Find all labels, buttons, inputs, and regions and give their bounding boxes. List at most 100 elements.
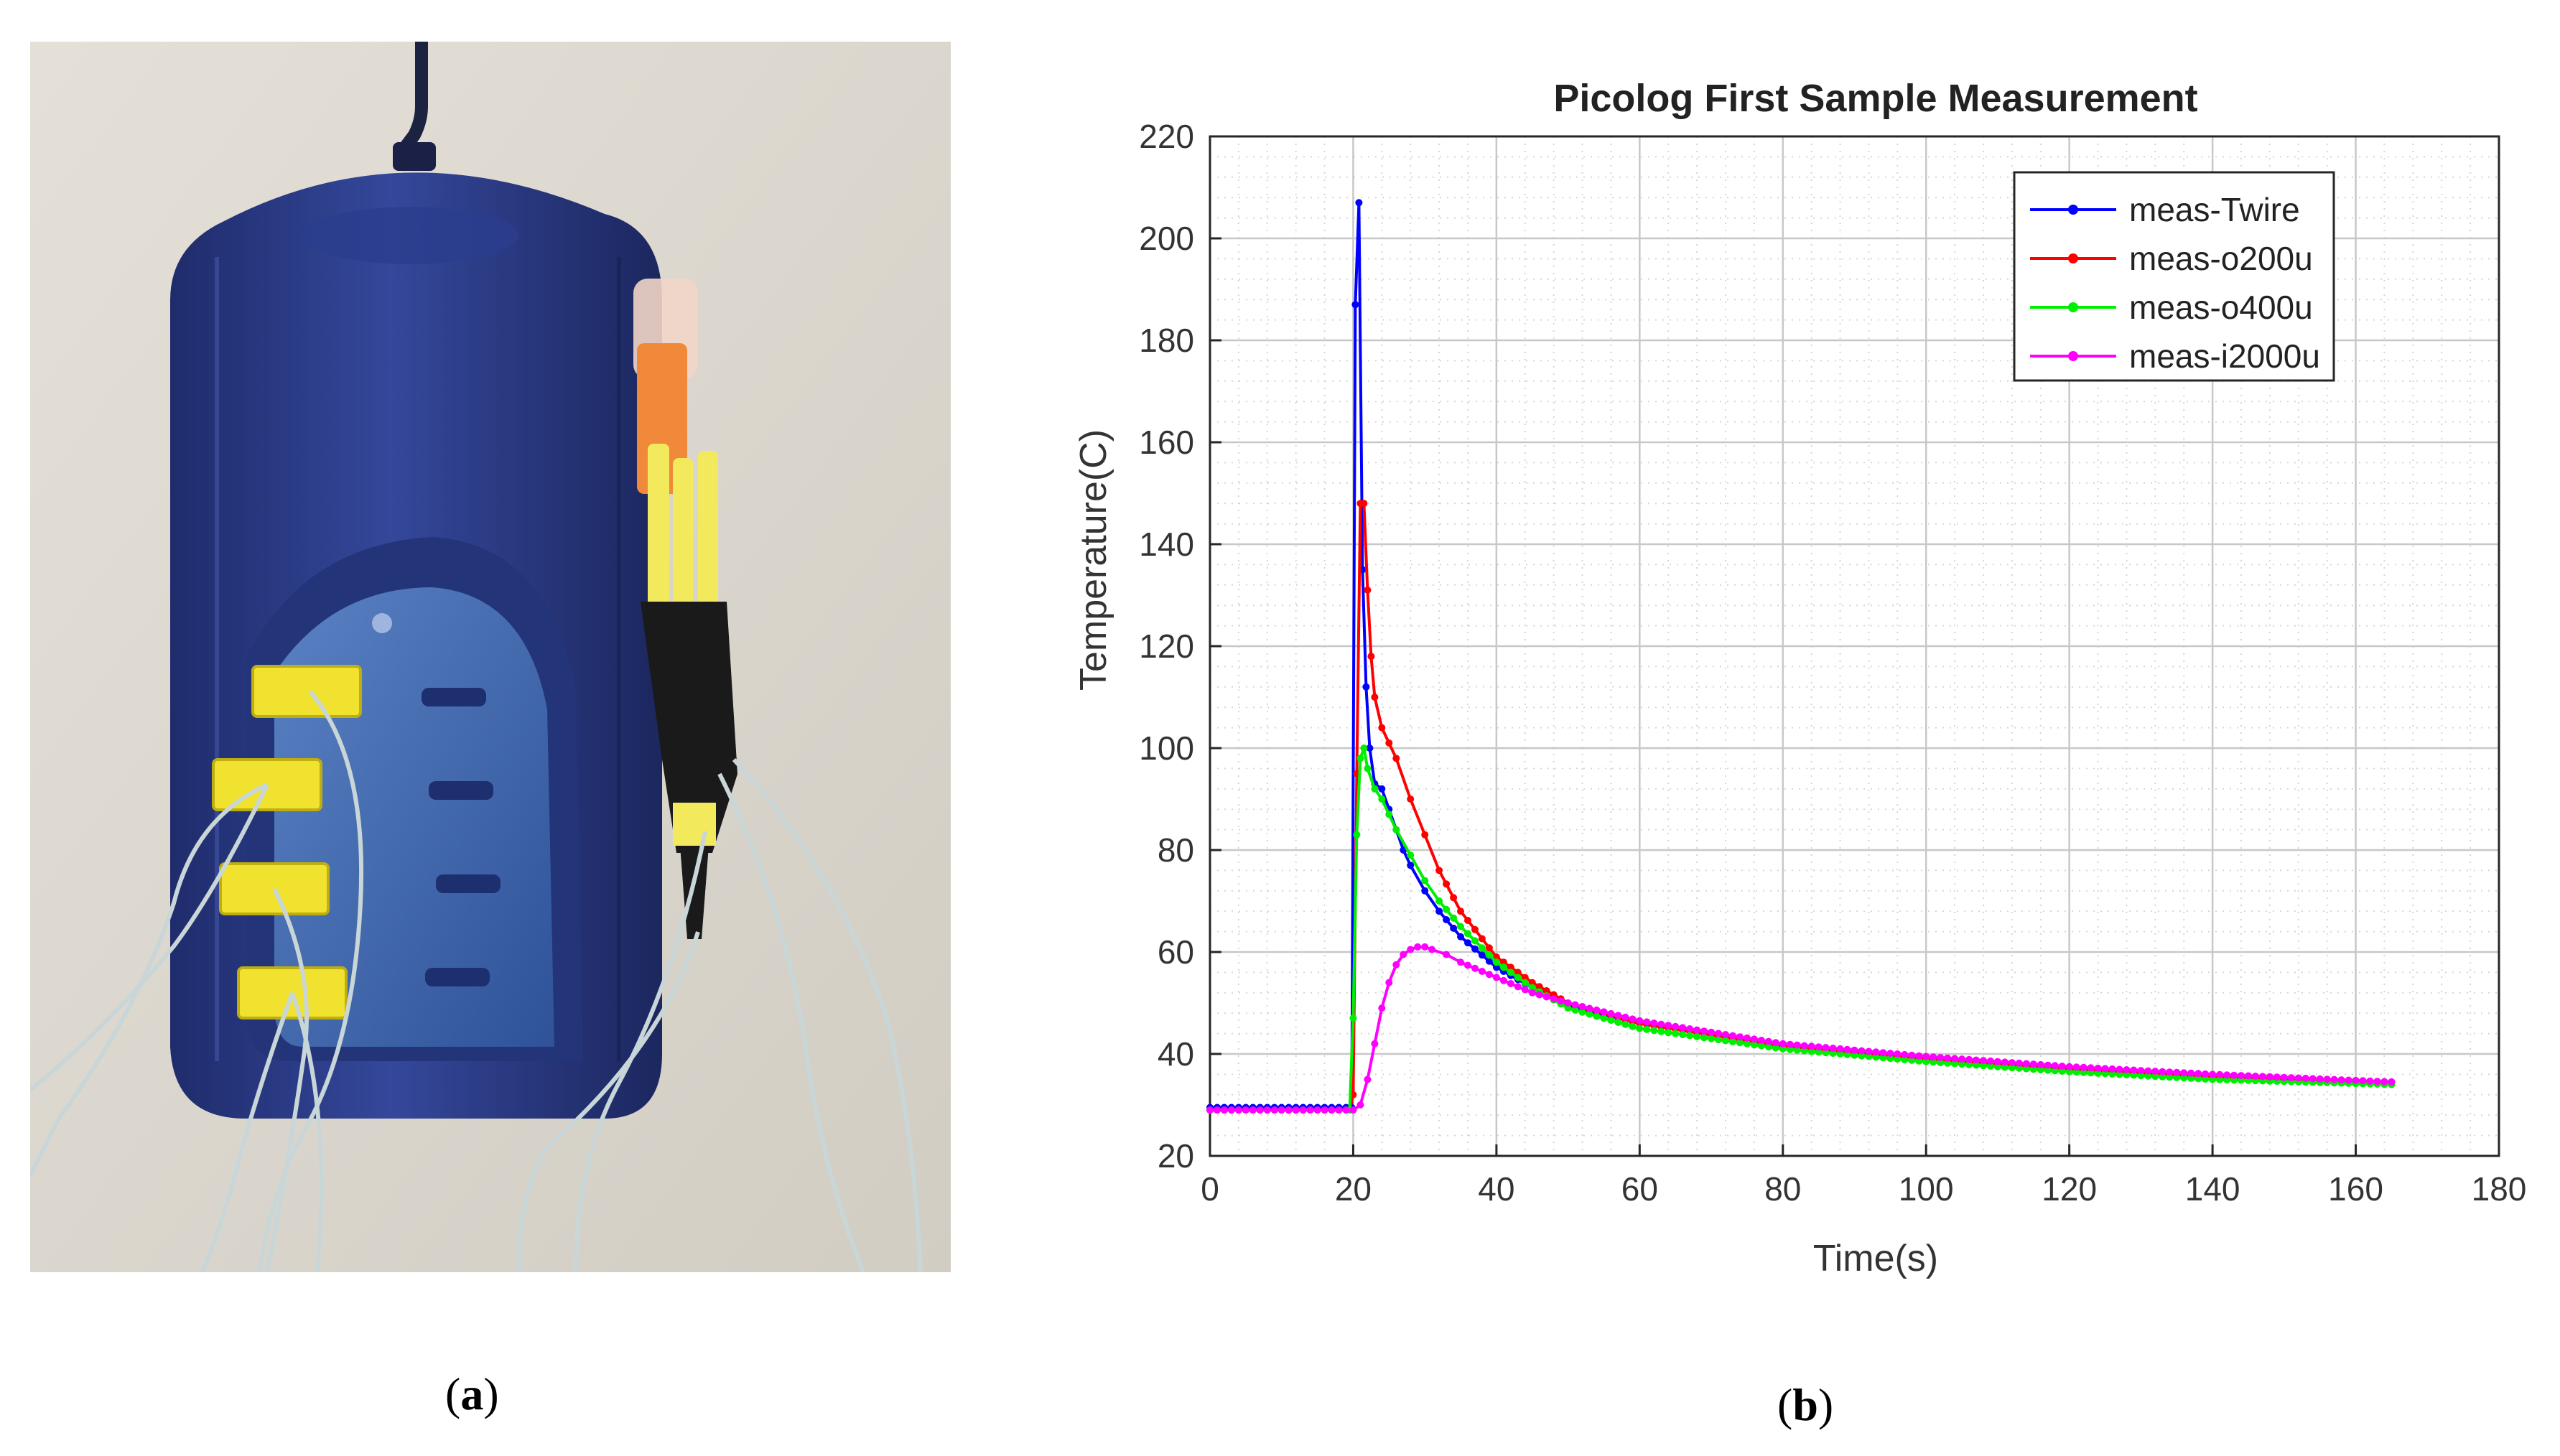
data-point [1743,1040,1751,1047]
data-point [1360,745,1368,752]
data-point [2087,1064,2095,1072]
data-point [1366,745,1374,752]
data-point [1443,951,1451,958]
data-point [1987,1057,1994,1065]
data-point [1521,986,1529,994]
data-point [1457,907,1464,915]
data-point [1485,957,1493,965]
data-point [2072,1068,2080,1076]
data-point [1836,1050,1844,1058]
data-point [1457,958,1464,966]
data-point [1306,1106,1314,1114]
data-point [2251,1073,2259,1080]
data-point [1220,1106,1228,1114]
data-point [1507,969,1514,976]
data-point [1800,1042,1808,1050]
data-point [1206,1106,1214,1114]
data-point [1407,862,1415,869]
data-point [1729,1038,1736,1045]
data-point [1715,1030,1722,1037]
legend-label: meas-Twire [2129,191,2300,228]
series-meas-i2000u [1206,943,2396,1114]
data-point [1779,1040,1787,1047]
data-point [1879,1049,1887,1057]
data-point [1277,1106,1285,1114]
data-point [2202,1070,2210,1078]
data-point [1586,1010,1593,1018]
data-point [1643,1018,1651,1026]
data-point [1987,1063,1994,1070]
x-tick-label: 160 [2328,1170,2383,1208]
data-point [1757,1037,1765,1044]
temperature-chart: 0 20 40 60 80 100 120 140 160 1802040608010012014… [1073,77,2526,1279]
data-point [2044,1066,2052,1074]
caption-b-letter: b [1792,1379,1818,1430]
data-point [2388,1078,2396,1086]
data-point [1930,1053,1937,1061]
data-point [2345,1076,2352,1084]
data-point [2194,1075,2202,1083]
data-point [1822,1044,1830,1052]
data-point [2301,1074,2309,1082]
data-point [1908,1051,1916,1059]
data-point [1665,1022,1672,1030]
caption-b: (b) [1777,1379,1834,1430]
x-tick-label: 20 [1335,1170,1372,1208]
data-point [1371,785,1379,793]
data-point [1836,1045,1844,1053]
data-point [1621,1020,1629,1028]
data-point [1514,969,1522,976]
data-point [1578,1008,1586,1016]
data-point [2151,1073,2159,1081]
data-point [2258,1073,2266,1081]
data-point [1822,1049,1830,1057]
data-point [1521,979,1529,986]
data-point [1722,1031,1729,1038]
x-tick-label: 180 [2472,1170,2527,1208]
data-point [1865,1047,1873,1055]
data-point [2230,1071,2238,1079]
data-point [2366,1077,2374,1085]
data-point [1471,937,1479,945]
data-point [1621,1013,1629,1021]
data-point [1614,1019,1622,1026]
thermocouple-wires [28,690,364,1274]
data-point [1686,1025,1694,1032]
data-point [1872,1053,1880,1061]
data-point [1629,1015,1637,1023]
x-tick-label: 60 [1621,1170,1658,1208]
data-point [2173,1068,2181,1076]
data-point [1360,500,1368,508]
data-point [1679,1024,1687,1032]
data-point [1450,914,1458,922]
data-point [2330,1075,2338,1083]
y-tick-label: 200 [1139,220,1194,257]
data-point [1886,1055,1894,1063]
data-point [1722,1037,1729,1045]
data-point [1807,1047,1815,1055]
legend-item: meas-o400u [2030,289,2313,326]
data-point [1421,877,1429,885]
legend: meas-Twire meas-o200u meas-o400u meas-i2000… [2013,171,2335,382]
legend-label: meas-o200u [2129,240,2313,277]
y-tick-label: 40 [1158,1035,1194,1073]
data-point [1908,1056,1916,1064]
data-point [1514,983,1522,991]
axes: 0 20 40 60 80 100 120 140 160 1802040608010012014… [1139,118,2526,1208]
data-point [1443,880,1451,888]
data-point [2280,1073,2288,1081]
data-point [2015,1059,2023,1067]
data-point [2130,1071,2138,1079]
data-point [1564,999,1572,1007]
data-point [1478,968,1486,975]
data-point [1600,1014,1608,1022]
data-point [2194,1070,2202,1078]
data-point [2209,1070,2217,1078]
data-point [1464,939,1471,947]
status-led [372,613,392,633]
data-point [1392,755,1400,762]
data-point [1636,1025,1644,1032]
data-point [1328,1106,1336,1114]
data-point [2058,1068,2066,1075]
data-point [1650,1027,1658,1035]
